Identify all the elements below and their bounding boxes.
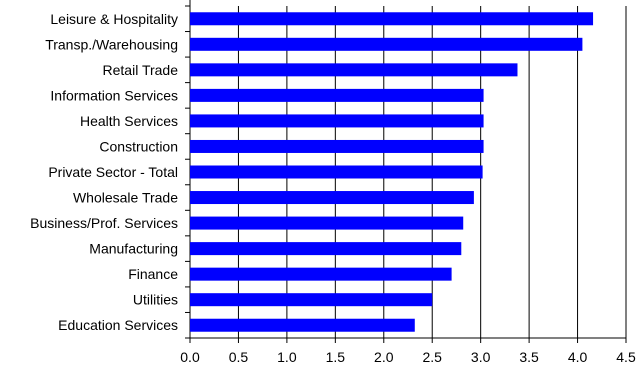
category-label: Manufacturing bbox=[89, 241, 178, 257]
x-tick-label: 2.5 bbox=[422, 349, 442, 365]
category-label: Finance bbox=[128, 266, 178, 282]
category-label: Education Services bbox=[58, 317, 178, 333]
x-tick-label: 2.0 bbox=[374, 349, 394, 365]
bar bbox=[190, 216, 464, 230]
category-label: Wholesale Trade bbox=[73, 190, 178, 206]
bar bbox=[190, 293, 433, 307]
x-tick-label: 1.5 bbox=[326, 349, 346, 365]
bar bbox=[190, 114, 484, 128]
x-tick-label: 4.0 bbox=[568, 349, 588, 365]
bar bbox=[190, 191, 474, 205]
x-tick-label: 3.5 bbox=[519, 349, 539, 365]
bar bbox=[190, 242, 462, 256]
bar bbox=[190, 63, 518, 77]
bar bbox=[190, 139, 484, 153]
bars bbox=[190, 12, 594, 332]
category-label: Information Services bbox=[50, 87, 178, 103]
bar bbox=[190, 165, 483, 179]
x-tick-label: 4.5 bbox=[616, 349, 636, 365]
category-label: Retail Trade bbox=[103, 62, 179, 78]
bar bbox=[190, 318, 415, 332]
x-tick-label: 1.0 bbox=[277, 349, 297, 365]
category-label: Business/Prof. Services bbox=[30, 215, 178, 231]
category-label: Transp./Warehousing bbox=[45, 36, 178, 52]
category-label: Utilities bbox=[133, 292, 178, 308]
category-label: Health Services bbox=[80, 113, 178, 129]
x-tick-label: 0.5 bbox=[229, 349, 249, 365]
category-label: Construction bbox=[99, 138, 178, 154]
x-tick-label: 3.0 bbox=[471, 349, 491, 365]
x-axis-ticks: 0.0 0.5 1.0 1.5 2.0 2.5 3.0 3.5 4.0 4.5 bbox=[180, 338, 636, 365]
category-label: Private Sector - Total bbox=[48, 164, 178, 180]
x-tick-label: 0.0 bbox=[180, 349, 200, 365]
bar bbox=[190, 37, 583, 51]
bar bbox=[190, 88, 484, 102]
bar bbox=[190, 267, 452, 281]
category-labels: Leisure & Hospitality Transp./Warehousing… bbox=[30, 11, 178, 333]
category-label: Leisure & Hospitality bbox=[50, 11, 178, 27]
bar bbox=[190, 12, 594, 26]
